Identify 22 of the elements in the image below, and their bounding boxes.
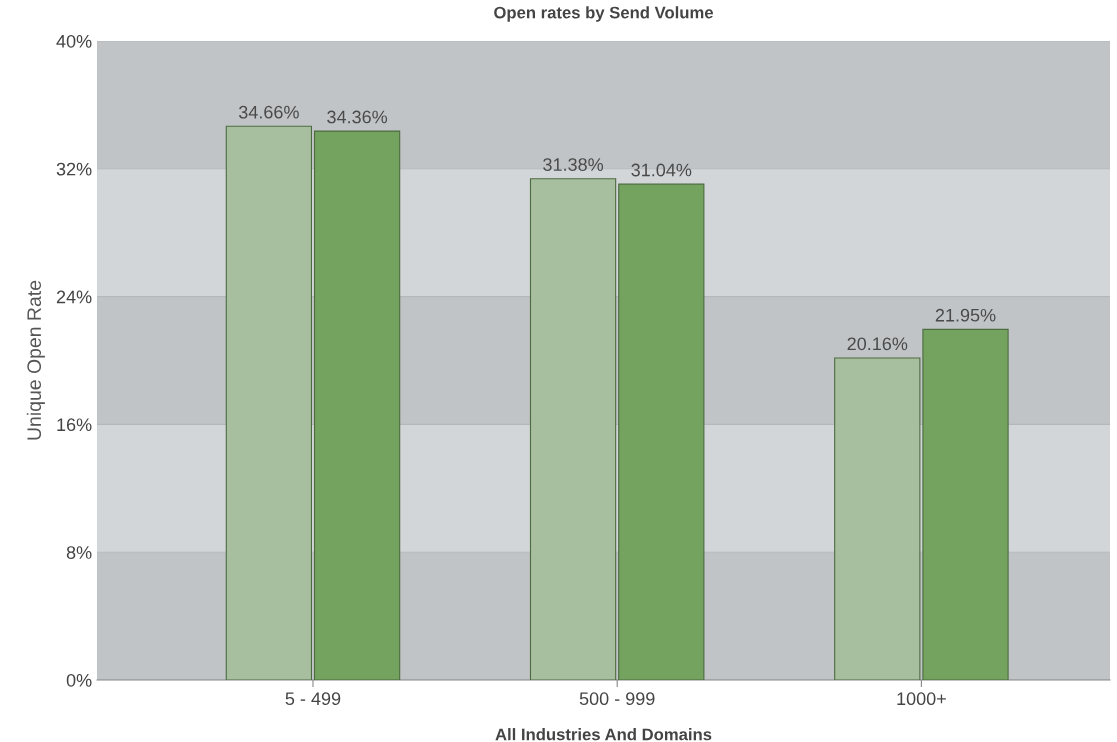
data-label: 34.36% [327, 110, 388, 124]
chart-title: Open rates by Send Volume [494, 6, 713, 22]
data-label: 31.38% [543, 158, 604, 171]
x-tick-label: 5 - 499 [285, 692, 341, 706]
x-tick-label: 1000+ [897, 692, 946, 706]
bar [313, 130, 401, 680]
data-label: 21.95% [935, 308, 996, 322]
bar [618, 183, 705, 680]
bar [225, 125, 313, 680]
data-label: 31.04% [631, 163, 692, 177]
y-tick-label: 32% [56, 162, 92, 176]
x-tick-label: 500 - 999 [579, 692, 655, 706]
data-label: 20.16% [847, 337, 908, 351]
y-tick-label: 0% [66, 673, 92, 687]
y-tick-label: 24% [56, 290, 92, 304]
data-label: 34.66% [238, 105, 299, 119]
y-tick-label: 8% [66, 546, 92, 559]
y-tick-label: 40% [56, 34, 92, 48]
y-axis-title: Unique Open Rate [26, 280, 45, 440]
y-tick-label: 16% [57, 418, 92, 432]
bar [529, 178, 617, 680]
x-axis-title: All Industries And Domains [495, 728, 712, 741]
